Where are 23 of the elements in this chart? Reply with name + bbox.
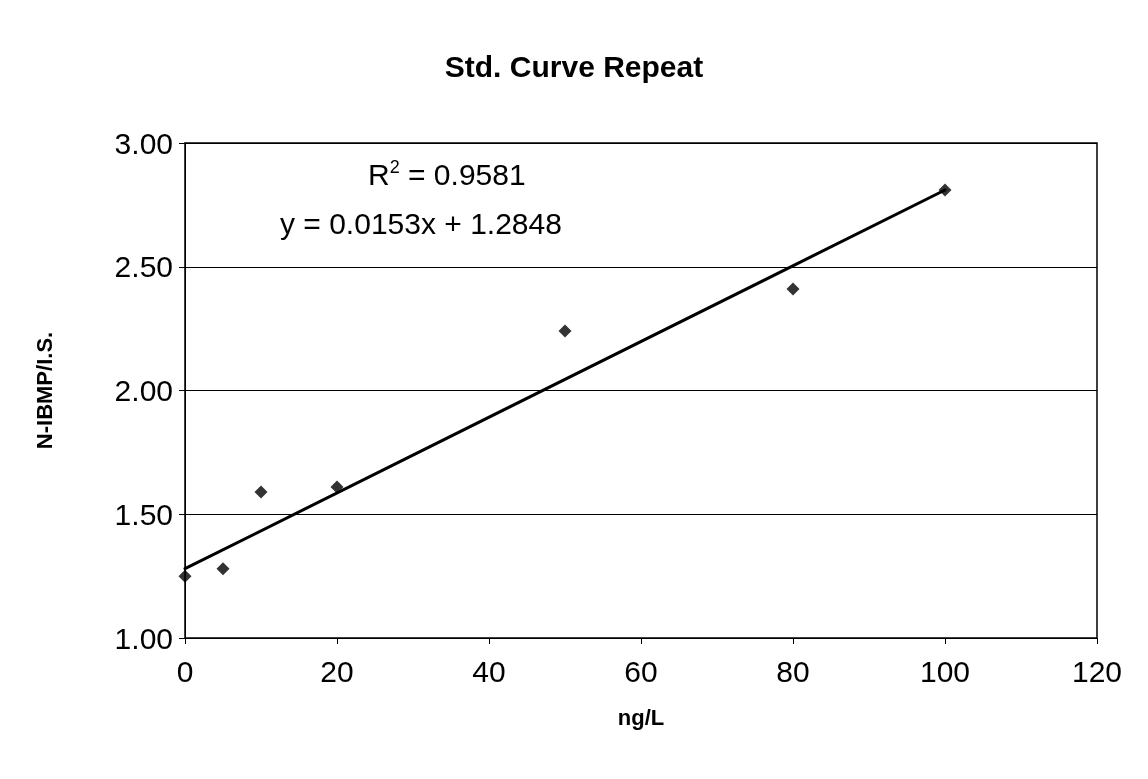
- point: [558, 324, 572, 338]
- point: [938, 183, 952, 197]
- point: [216, 562, 230, 576]
- y-tick-label: 3.00: [114, 126, 173, 160]
- x-axis-title: ng/L: [617, 704, 665, 730]
- y-tick-label: 2.50: [114, 250, 173, 284]
- x-tick-label: 0: [176, 654, 194, 688]
- point: [330, 480, 344, 494]
- y-tick-label: 2.00: [114, 374, 173, 407]
- chart-title: Std. Curve Repeat: [444, 49, 704, 83]
- point: [254, 485, 268, 499]
- x-tick-label: 60: [624, 654, 658, 688]
- x-tick-label: 120: [1071, 654, 1123, 688]
- point: [178, 569, 192, 583]
- x-tick-label: 100: [919, 654, 971, 688]
- y-axis-title: N-IBMP/I.S.: [31, 331, 57, 450]
- y-tick-label: 1.50: [114, 497, 173, 531]
- annotation: y = 0.0153x + 1.2848: [280, 206, 562, 240]
- y-tick-label: 1.00: [114, 621, 173, 655]
- x-tick-label: 20: [320, 654, 354, 688]
- point: [786, 282, 800, 296]
- x-tick-label: 40: [472, 654, 506, 688]
- x-tick-label: 80: [776, 654, 810, 688]
